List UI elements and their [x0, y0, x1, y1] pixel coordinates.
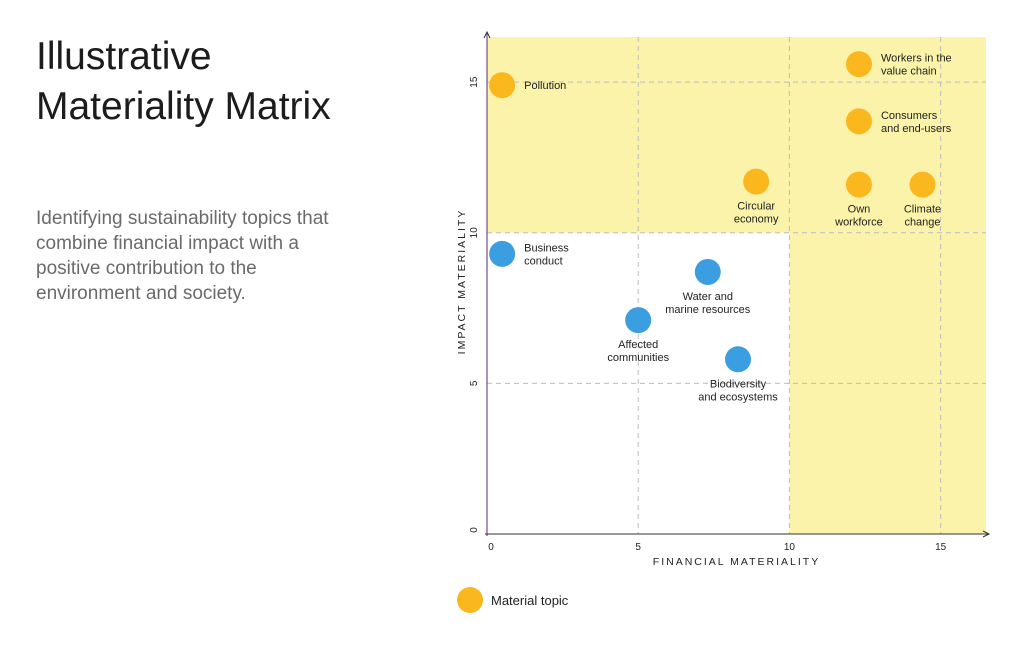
x-tick-label: 15 — [935, 542, 947, 553]
page-subtitle: Identifying sustainability topics that c… — [36, 208, 329, 304]
point-label-business-conduct: conduct — [524, 255, 563, 267]
point-label-workers-in-the-value-chain: value chain — [881, 66, 937, 78]
point-circular-economy — [743, 168, 770, 195]
point-own-workforce — [845, 171, 872, 198]
x-tick-label: 10 — [784, 542, 796, 553]
point-label-affected-communities: Affected — [618, 339, 658, 351]
chart-legend: Material topic — [457, 587, 568, 613]
point-workers-in-the-value-chain — [845, 51, 872, 78]
point-pollution — [489, 72, 516, 99]
x-tick-label: 0 — [488, 542, 494, 553]
point-consumers-and-end-users — [845, 108, 872, 135]
y-axis-arrow — [483, 30, 491, 39]
x-axis-title: FINANCIAL MATERIALITY — [653, 556, 820, 568]
page-title: Illustrative Materiality Matrix — [36, 35, 331, 128]
point-label-circular-economy: economy — [734, 214, 779, 226]
point-label-biodiversity-and-ecosystems: and ecosystems — [698, 391, 778, 403]
point-label-pollution: Pollution — [524, 80, 566, 92]
point-label-climate-change: change — [904, 217, 940, 229]
point-label-water-and-marine-resources: Water and — [683, 291, 733, 303]
point-label-affected-communities: communities — [607, 352, 669, 364]
y-axis-title: IMPACT MATERIALITY — [456, 209, 468, 355]
point-affected-communities — [625, 307, 652, 334]
point-label-own-workforce: workforce — [834, 217, 883, 229]
x-tick-label: 5 — [635, 542, 641, 553]
point-label-consumers-and-end-users: Consumers — [881, 110, 938, 122]
point-label-consumers-and-end-users: and end-users — [881, 123, 952, 135]
point-label-business-conduct: Business — [524, 242, 569, 254]
point-label-biodiversity-and-ecosystems: Biodiversity — [710, 378, 767, 390]
point-label-water-and-marine-resources: marine resources — [665, 304, 750, 316]
material-zone-top — [487, 37, 986, 233]
y-tick-label: 5 — [469, 380, 480, 386]
point-biodiversity-and-ecosystems — [725, 346, 752, 373]
y-tick-label: 0 — [469, 527, 480, 533]
point-label-own-workforce: Own — [848, 204, 871, 216]
point-label-climate-change: Climate — [904, 204, 941, 216]
point-label-workers-in-the-value-chain: Workers in the — [881, 53, 952, 65]
y-tick-label: 10 — [469, 227, 480, 239]
y-tick-label: 15 — [469, 76, 480, 88]
point-label-circular-economy: Circular — [737, 201, 775, 213]
point-water-and-marine-resources — [694, 258, 721, 285]
legend-material-swatch — [457, 587, 483, 613]
point-business-conduct — [489, 240, 516, 267]
point-climate-change — [909, 171, 936, 198]
legend-material-label: Material topic — [491, 592, 569, 608]
x-axis-arrow — [982, 530, 991, 538]
